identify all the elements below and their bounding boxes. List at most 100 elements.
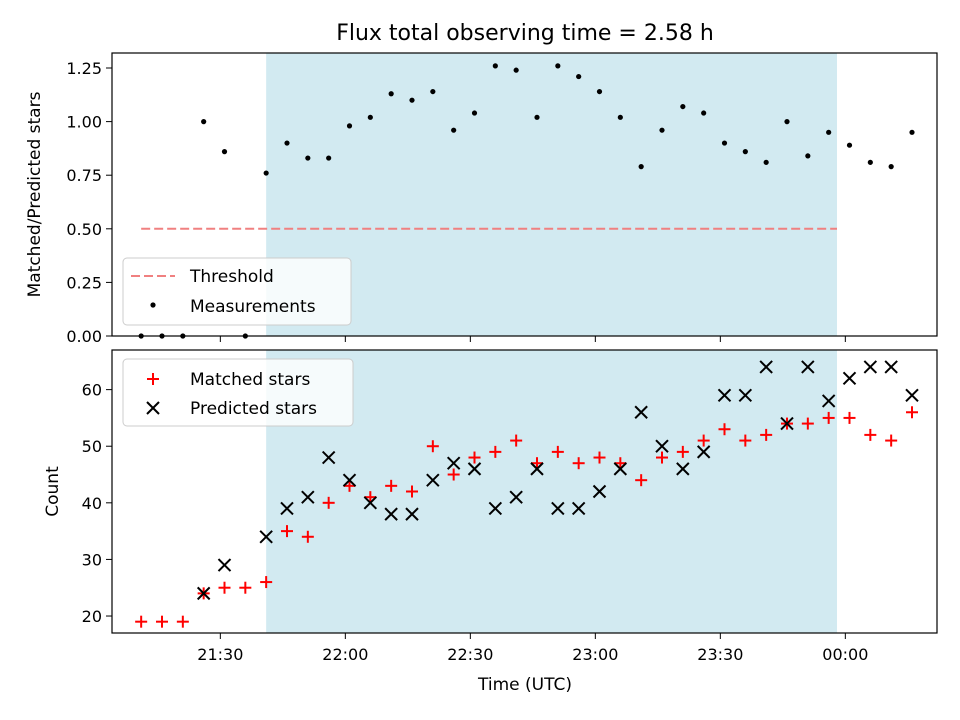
matched-star-point [447, 468, 460, 481]
matched-star-point [489, 445, 502, 458]
predicted-star-point [301, 490, 315, 504]
cross-stroke [384, 507, 398, 521]
measurement-point [576, 73, 582, 80]
predicted-star-point [530, 462, 544, 476]
measurement-point [201, 119, 207, 125]
measurement-point [430, 88, 436, 95]
cross-stroke [613, 462, 628, 476]
legend-x-marker [146, 401, 160, 415]
matched-star-point [156, 615, 168, 628]
matched-star-point [531, 457, 543, 470]
measurement-point [471, 110, 478, 116]
matched-star-point [697, 434, 710, 447]
matched-star-point [593, 451, 606, 464]
predicted-star-point [655, 439, 669, 453]
ratio-panel-frame [111, 52, 938, 337]
predicted-star-point [446, 456, 461, 470]
count-points [135, 360, 919, 628]
predicted-star-point [426, 473, 440, 487]
cross-stroke [676, 462, 690, 476]
matched-star-point [635, 474, 648, 487]
legend-measurement-swatch [150, 302, 156, 308]
predicted-star-point [738, 388, 753, 402]
measurement-point [867, 159, 873, 165]
count-panel: 20 30 40 50 60 21:30 22:00 22:30 23:00 23:30 00:0… [43, 349, 938, 695]
cross-stroke [759, 360, 773, 374]
observing-window-shade [266, 53, 838, 336]
matched-star-point [322, 496, 335, 509]
y-tick-label: 20 [82, 607, 102, 626]
observing-window-shade [266, 350, 838, 633]
count-legend-box [122, 358, 354, 427]
x-axis-label: Time (UTC) [477, 675, 572, 695]
measurement-point [763, 159, 769, 165]
cross-stroke [801, 360, 815, 374]
cross-stroke [655, 439, 669, 453]
measurement-point [221, 149, 228, 155]
measurement-point [492, 63, 498, 69]
measurement-point [409, 97, 415, 103]
y-tick-label: 0.00 [66, 327, 102, 346]
predicted-star-point [384, 507, 398, 521]
measurement-point [701, 110, 707, 116]
cross-stroke [905, 388, 919, 402]
predicted-star-point [321, 450, 336, 465]
y-tick-label: 40 [82, 494, 102, 513]
matched-star-point [885, 434, 898, 447]
chart-title: Flux total observing time = 2.58 h [336, 21, 714, 46]
matched-star-point [906, 406, 918, 419]
cross-stroke [530, 462, 544, 476]
cross-stroke [426, 473, 440, 487]
predicted-star-point [842, 371, 857, 386]
cross-stroke [592, 484, 607, 499]
measurement-point [617, 114, 623, 120]
predicted-star-point [592, 484, 607, 499]
measurement-point [555, 63, 561, 69]
predicted-star-point [884, 360, 898, 374]
legend-matched-swatch [147, 373, 159, 385]
predicted-star-point [821, 394, 836, 408]
measurement-point [367, 114, 373, 120]
matched-star-point [239, 581, 252, 594]
count-y-axis-label: Count [43, 466, 63, 517]
cross-stroke [842, 371, 857, 386]
ratio-y-ticks: 0.00 0.25 0.50 0.75 1.00 1.25 [66, 59, 112, 346]
measurement-point [721, 140, 728, 146]
measurement-point [909, 129, 915, 135]
measurement-point [888, 164, 894, 170]
measurement-points [138, 63, 915, 339]
predicted-star-point [634, 405, 648, 419]
matched-star-point [426, 440, 439, 453]
cross-stroke [301, 490, 315, 504]
count-panel-frame [111, 349, 938, 634]
count-y-ticks: 20 30 40 50 60 [82, 381, 112, 626]
cross-stroke [217, 558, 232, 572]
predicted-star-point [488, 501, 503, 516]
ratio-x-ticks [219, 336, 846, 342]
predicted-star-point [571, 501, 586, 516]
predicted-star-point [780, 416, 794, 431]
cross-stroke [342, 473, 357, 487]
predicted-star-point [863, 360, 878, 374]
cross-stroke [196, 586, 211, 601]
predicted-star-point [676, 462, 690, 476]
predicted-star-point [551, 501, 565, 516]
measurement-point [513, 67, 519, 73]
ratio-legend-box [122, 257, 352, 326]
matched-star-point [176, 615, 189, 628]
cross-stroke [405, 507, 419, 521]
matched-star-point [572, 457, 585, 470]
legend-plus-marker [147, 373, 159, 385]
predicted-star-point [467, 462, 482, 476]
matched-star-point [260, 576, 273, 589]
y-tick-label: 0.75 [66, 166, 102, 185]
predicted-star-point [696, 445, 711, 459]
cross-stroke [488, 501, 503, 516]
cross-stroke [780, 416, 794, 431]
matched-star-point [218, 581, 231, 594]
matched-star-point [385, 479, 398, 492]
matched-star-point [676, 445, 689, 458]
cross-stroke [280, 501, 294, 516]
x-tick-label: 22:30 [447, 645, 493, 664]
matched-star-point [864, 428, 877, 441]
